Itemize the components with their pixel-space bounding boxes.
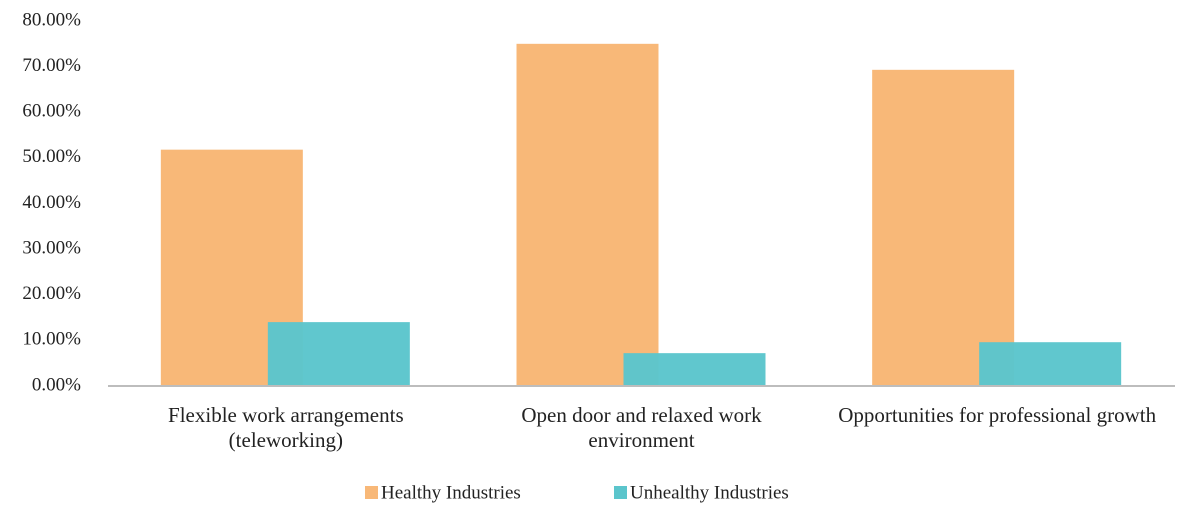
bar xyxy=(979,342,1122,386)
y-tick-label: 20.00% xyxy=(22,283,81,304)
x-tick-label: Opportunities for professional growth xyxy=(838,403,1157,427)
legend-swatch xyxy=(614,486,627,499)
y-tick-label: 50.00% xyxy=(22,146,81,167)
legend-label: Unhealthy Industries xyxy=(630,482,789,503)
y-tick-label: 40.00% xyxy=(22,192,81,213)
y-tick-label: 70.00% xyxy=(22,55,81,76)
bar xyxy=(516,43,659,386)
legend-label: Healthy Industries xyxy=(381,482,521,503)
y-tick-label: 60.00% xyxy=(22,101,81,122)
y-tick-label: 80.00% xyxy=(22,9,81,30)
bar xyxy=(267,322,410,386)
x-tick-label: Flexible work arrangements (teleworking) xyxy=(168,403,404,452)
bar xyxy=(872,69,1015,386)
x-tick-label: Open door and relaxed work environment xyxy=(521,403,762,452)
y-tick-label: 30.00% xyxy=(22,237,81,258)
y-tick-label: 0.00% xyxy=(32,374,81,395)
bar xyxy=(623,353,766,386)
y-tick-label: 10.00% xyxy=(22,329,81,350)
legend-swatch xyxy=(365,486,378,499)
